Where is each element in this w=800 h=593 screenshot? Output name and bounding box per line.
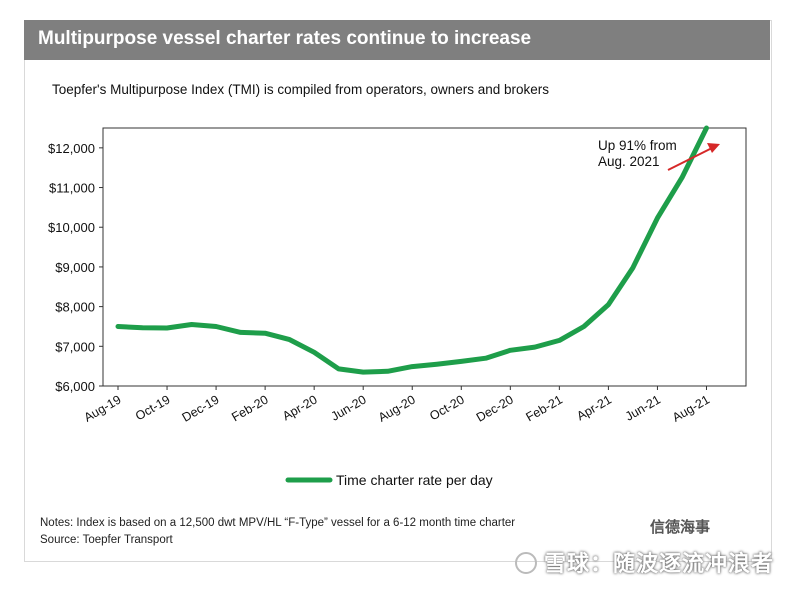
plot-area — [102, 127, 747, 387]
annotation-text-line1: Up 91% from — [598, 138, 677, 153]
x-tick-label: Dec-20 — [474, 392, 516, 424]
y-tick-label: $12,000 — [48, 141, 95, 156]
annotation-arrow-head — [707, 143, 720, 153]
notes-block: Notes: Index is based on a 12,500 dwt MP… — [40, 515, 515, 549]
x-tick-label: Dec-19 — [180, 392, 222, 424]
x-tick-label: Oct-19 — [133, 392, 173, 423]
chart-subtitle: Toepfer's Multipurpose Index (TMI) is co… — [52, 82, 550, 97]
chart-frame — [24, 20, 772, 562]
legend-label: Time charter rate per day — [336, 472, 493, 488]
y-tick-label: $10,000 — [48, 220, 95, 235]
x-tick-label: Aug-21 — [670, 392, 712, 424]
y-tick-label: $9,000 — [55, 260, 95, 275]
notes-text: Notes: Index is based on a 12,500 dwt MP… — [40, 517, 516, 529]
x-tick-label: Aug-19 — [82, 392, 124, 424]
annotation-text-line2: Aug. 2021 — [598, 154, 660, 169]
x-tick-label: Feb-21 — [524, 392, 565, 424]
x-tick-label: Apr-20 — [280, 392, 320, 423]
title-bar: Multipurpose vessel charter rates contin… — [24, 20, 770, 60]
watermark-bottom: 雪球：随波逐流冲浪者 — [544, 551, 775, 576]
watermark-top: 信德海事 — [650, 519, 711, 536]
source-text: Source: Toepfer Transport — [40, 534, 173, 546]
y-tick-label: $11,000 — [49, 181, 95, 196]
chart-title: Multipurpose vessel charter rates contin… — [38, 28, 532, 49]
x-tick-label: Aug-20 — [376, 392, 418, 424]
x-tick-label: Oct-20 — [427, 392, 467, 423]
y-tick-label: $8,000 — [55, 300, 95, 315]
x-tick-label: Jun-20 — [329, 392, 369, 423]
y-tick-label: $7,000 — [55, 339, 95, 354]
x-tick-label: Jun-21 — [623, 392, 663, 423]
annotation-arrow-line — [667, 147, 713, 171]
x-tick-label: Apr-21 — [574, 392, 614, 423]
watermark-logo-icon — [515, 552, 537, 574]
y-tick-label: $6,000 — [55, 379, 95, 394]
x-tick-label: Feb-20 — [229, 392, 270, 424]
series-line — [115, 125, 709, 375]
